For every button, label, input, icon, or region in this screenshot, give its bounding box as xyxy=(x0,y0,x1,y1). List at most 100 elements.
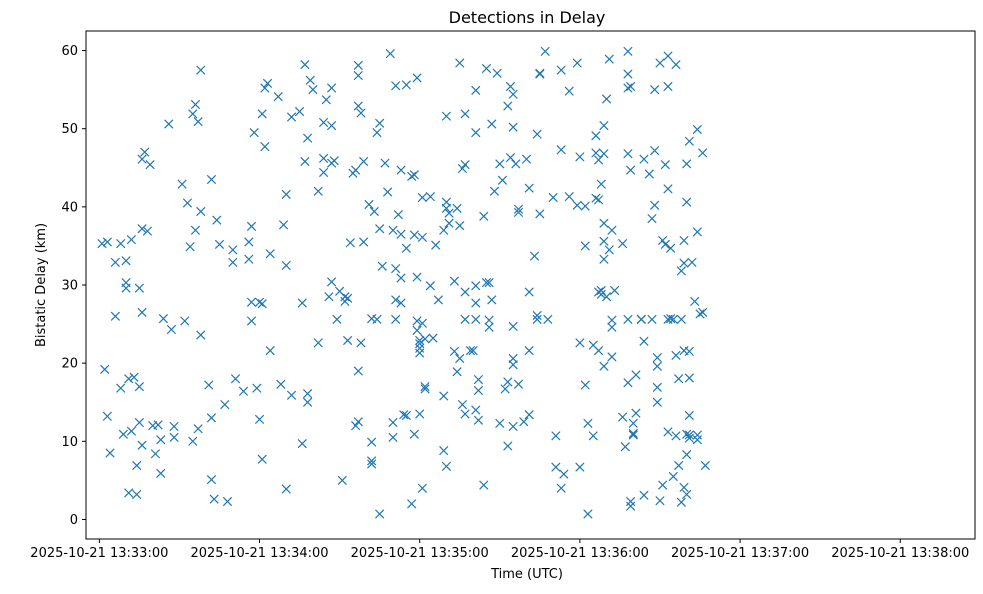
data-point xyxy=(196,206,206,217)
data-point xyxy=(214,239,225,249)
data-point xyxy=(417,318,428,328)
data-point xyxy=(583,418,593,428)
data-point xyxy=(412,272,422,282)
data-point xyxy=(244,237,254,247)
data-point xyxy=(134,417,145,428)
data-point xyxy=(695,309,705,319)
data-point xyxy=(623,149,633,159)
data-point xyxy=(455,220,465,231)
data-point xyxy=(356,338,366,348)
data-point xyxy=(682,449,692,460)
data-point xyxy=(433,295,444,305)
data-point xyxy=(484,322,494,332)
data-point xyxy=(286,112,297,122)
data-point xyxy=(660,239,670,249)
data-point xyxy=(428,333,438,343)
x-tick-label: 2025-10-21 13:37:00 xyxy=(671,546,809,561)
data-point xyxy=(343,293,353,303)
data-point xyxy=(503,101,513,111)
data-point xyxy=(142,226,153,236)
x-tick-label: 2025-10-21 13:33:00 xyxy=(30,546,168,561)
data-point xyxy=(396,298,406,308)
data-point xyxy=(318,167,329,178)
data-point xyxy=(460,409,470,419)
data-point xyxy=(372,314,382,325)
data-point xyxy=(572,58,582,68)
data-point xyxy=(353,366,363,376)
data-point xyxy=(273,92,283,102)
data-point xyxy=(457,163,468,174)
data-point xyxy=(505,81,516,92)
data-point xyxy=(252,383,262,393)
data-point xyxy=(540,46,550,56)
data-point xyxy=(124,488,134,498)
x-tick-label: 2025-10-21 13:35:00 xyxy=(351,546,489,561)
data-point xyxy=(521,154,532,164)
data-point xyxy=(473,415,484,425)
data-point xyxy=(623,378,633,388)
data-point xyxy=(628,428,638,439)
data-point xyxy=(308,84,318,95)
data-point xyxy=(367,459,377,469)
data-point xyxy=(391,295,401,305)
data-point xyxy=(684,410,694,421)
data-point xyxy=(156,435,166,445)
data-point xyxy=(479,211,489,221)
data-point xyxy=(351,165,361,175)
data-point xyxy=(650,84,660,95)
data-point xyxy=(503,441,513,451)
data-point xyxy=(449,276,460,286)
data-point xyxy=(449,346,460,357)
data-point xyxy=(532,310,542,321)
data-point xyxy=(302,133,313,143)
data-point xyxy=(188,109,198,119)
data-point xyxy=(329,156,339,166)
data-point xyxy=(375,118,385,128)
data-point xyxy=(281,484,291,494)
data-point xyxy=(137,224,147,234)
data-point xyxy=(607,315,617,325)
data-point xyxy=(548,192,558,203)
data-point xyxy=(591,193,601,203)
data-point xyxy=(353,101,363,111)
data-point xyxy=(228,257,238,267)
data-point xyxy=(639,336,649,346)
data-point xyxy=(399,410,409,420)
data-point xyxy=(190,99,201,110)
data-point xyxy=(596,285,606,296)
data-point xyxy=(126,235,137,245)
data-point xyxy=(412,316,422,326)
data-point xyxy=(599,236,609,246)
data-point xyxy=(625,501,636,511)
data-point xyxy=(698,307,708,317)
data-point xyxy=(623,314,633,325)
data-point xyxy=(110,311,120,321)
data-point xyxy=(444,218,454,228)
data-point xyxy=(126,426,137,436)
data-point xyxy=(116,238,126,249)
data-point xyxy=(377,261,387,271)
x-tick-label: 2025-10-21 13:38:00 xyxy=(831,546,969,561)
data-point xyxy=(353,417,363,427)
data-point xyxy=(257,299,267,309)
data-point xyxy=(321,95,331,105)
y-tick-label: 50 xyxy=(61,122,78,137)
data-point xyxy=(246,316,257,326)
data-point xyxy=(588,431,598,441)
data-point xyxy=(455,58,465,68)
y-tick-label: 40 xyxy=(61,200,78,215)
data-point xyxy=(564,86,574,96)
data-point xyxy=(441,111,452,121)
data-point xyxy=(369,206,379,217)
data-point xyxy=(417,232,428,242)
data-point xyxy=(532,129,542,139)
data-point xyxy=(153,420,163,430)
data-point xyxy=(452,203,462,214)
data-point xyxy=(663,51,673,61)
data-point xyxy=(623,69,633,79)
data-point xyxy=(687,257,697,267)
data-point xyxy=(679,235,689,246)
data-point xyxy=(401,80,411,90)
data-point xyxy=(137,440,147,450)
data-point xyxy=(391,314,401,325)
